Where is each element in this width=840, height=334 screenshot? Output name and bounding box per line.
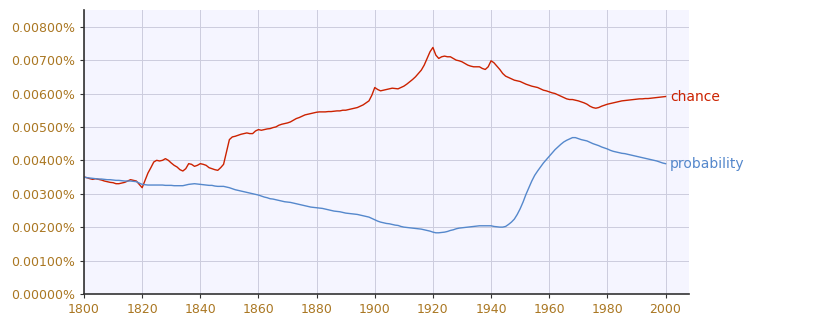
Text: probability: probability <box>669 157 744 171</box>
Text: chance: chance <box>669 90 720 104</box>
